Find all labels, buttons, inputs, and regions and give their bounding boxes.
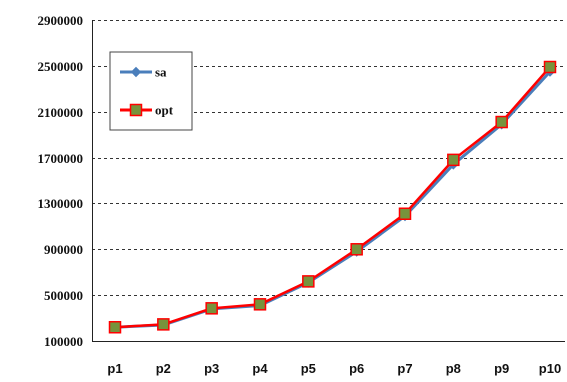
y-tick-label: 500000 (44, 288, 83, 303)
x-tick-label: p2 (156, 361, 171, 376)
series-opt (108, 60, 557, 334)
data-point-opt (398, 207, 412, 220)
gridlines (92, 20, 565, 296)
data-point-opt (447, 153, 460, 167)
data-point-opt (205, 302, 218, 315)
legend-label: opt (155, 103, 174, 118)
legend-entry-sa: sa (120, 65, 167, 80)
axes (92, 20, 565, 342)
x-tick-label: p7 (397, 361, 412, 376)
legend-box (109, 51, 193, 131)
y-tick-labels: 100000 500000 900000 1300000 1700000 2100000 2… (38, 13, 84, 349)
x-tick-label: p5 (301, 361, 316, 376)
legend-label: sa (155, 65, 167, 80)
data-point-opt (157, 318, 170, 331)
y-tick-label: 900000 (44, 242, 83, 257)
x-tick-label: p4 (252, 361, 268, 376)
x-tick-label: p3 (204, 361, 219, 376)
y-tick-label: 1700000 (38, 151, 84, 166)
data-point-opt (108, 320, 122, 334)
x-tick-label: p9 (494, 361, 509, 376)
x-tick-labels: p1 p2 p3 p4 p5 p6 p7 p8 p9 p10 (107, 361, 561, 376)
data-point-opt (253, 298, 267, 311)
y-tick-label: 100000 (44, 334, 83, 349)
y-tick-label: 1300000 (38, 196, 84, 211)
x-tick-label: p8 (446, 361, 461, 376)
x-tick-label: p1 (107, 361, 122, 376)
legend-entry-opt: opt (120, 103, 174, 118)
legend-swatch-marker (129, 103, 143, 117)
x-tick-label: p6 (349, 361, 364, 376)
y-tick-label: 2500000 (38, 59, 84, 74)
x-tick-label: p10 (539, 361, 561, 376)
series-line-opt (114, 66, 551, 329)
legend-swatch-marker (130, 66, 142, 78)
data-point-opt (495, 115, 508, 129)
y-tick-label: 2100000 (38, 105, 84, 120)
data-point-opt (350, 243, 363, 256)
series (108, 60, 557, 334)
y-tick-label: 2900000 (38, 13, 84, 28)
data-point-opt (543, 60, 557, 74)
legend: sa opt (109, 51, 193, 131)
data-point-opt (302, 275, 315, 288)
